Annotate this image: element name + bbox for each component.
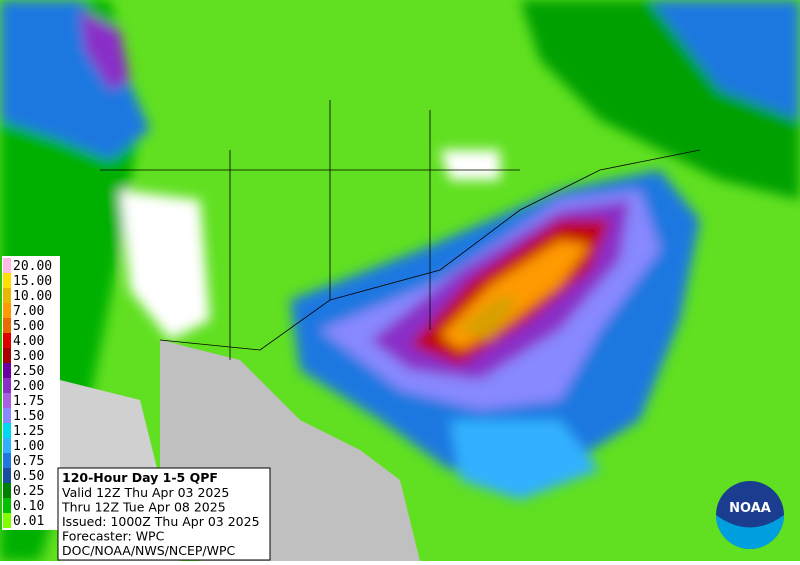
legend-swatch <box>3 303 11 318</box>
upper-midwest-dry <box>440 150 500 180</box>
canada-blue <box>650 0 800 120</box>
legend-label: 4.00 <box>13 334 44 349</box>
nevada-dry <box>120 190 210 340</box>
legend-label: 1.75 <box>13 394 44 409</box>
legend-swatch <box>3 288 11 303</box>
legend-swatch <box>3 453 11 468</box>
legend-label: 2.00 <box>13 379 44 394</box>
legend-label: 20.00 <box>13 259 52 274</box>
legend-swatch <box>3 348 11 363</box>
legend-label: 10.00 <box>13 289 52 304</box>
legend-swatch <box>3 363 11 378</box>
legend-swatch <box>3 423 11 438</box>
info-line: DOC/NOAA/NWS/NCEP/WPC <box>62 543 236 558</box>
legend-swatch <box>3 318 11 333</box>
logo-wave <box>716 515 784 549</box>
pacific-nw-blue <box>0 0 150 160</box>
legend-label: 1.50 <box>13 409 44 424</box>
info-line: Issued: 1000Z Thu Apr 03 2025 <box>62 514 260 529</box>
legend-swatch <box>3 378 11 393</box>
legend-swatch <box>3 513 11 528</box>
legend-swatch <box>3 483 11 498</box>
legend-swatch <box>3 258 11 273</box>
legend-label: 1.25 <box>13 424 44 439</box>
legend-swatch <box>3 333 11 348</box>
legend-swatch <box>3 468 11 483</box>
legend-label: 0.25 <box>13 484 44 499</box>
legend-swatch <box>3 273 11 288</box>
legend-label: 1.00 <box>13 439 44 454</box>
legend-label: 0.10 <box>13 499 44 514</box>
logo-text: NOAA <box>729 501 771 516</box>
legend-label: 7.00 <box>13 304 44 319</box>
legend-swatch <box>3 408 11 423</box>
coast-purple <box>80 10 130 90</box>
legend-label: 0.75 <box>13 454 44 469</box>
legend-label: 0.50 <box>13 469 44 484</box>
band-gold <box>455 295 520 340</box>
info-title: 120-Hour Day 1-5 QPF <box>62 470 218 485</box>
legend-label: 15.00 <box>13 274 52 289</box>
legend-label: 3.00 <box>13 349 44 364</box>
legend-label: 0.01 <box>13 514 44 529</box>
legend-swatch <box>3 438 11 453</box>
legend-label: 2.50 <box>13 364 44 379</box>
state-borders <box>100 100 701 360</box>
legend-swatch <box>3 498 11 513</box>
legend-background <box>2 256 60 530</box>
legend-swatch <box>3 393 11 408</box>
info-line: Valid 12Z Thu Apr 03 2025 <box>62 485 229 500</box>
gulf-blue <box>450 420 600 500</box>
info-background <box>57 467 271 561</box>
info-line: Forecaster: WPC <box>62 529 165 544</box>
legend: 20.0015.0010.007.005.004.003.002.502.001… <box>2 256 60 530</box>
info-box: 120-Hour Day 1-5 QPF Valid 12Z Thu Apr 0… <box>57 467 271 561</box>
legend-label: 5.00 <box>13 319 44 334</box>
info-line: Thru 12Z Tue Apr 08 2025 <box>61 500 226 515</box>
noaa-logo: NOAA <box>716 481 784 549</box>
